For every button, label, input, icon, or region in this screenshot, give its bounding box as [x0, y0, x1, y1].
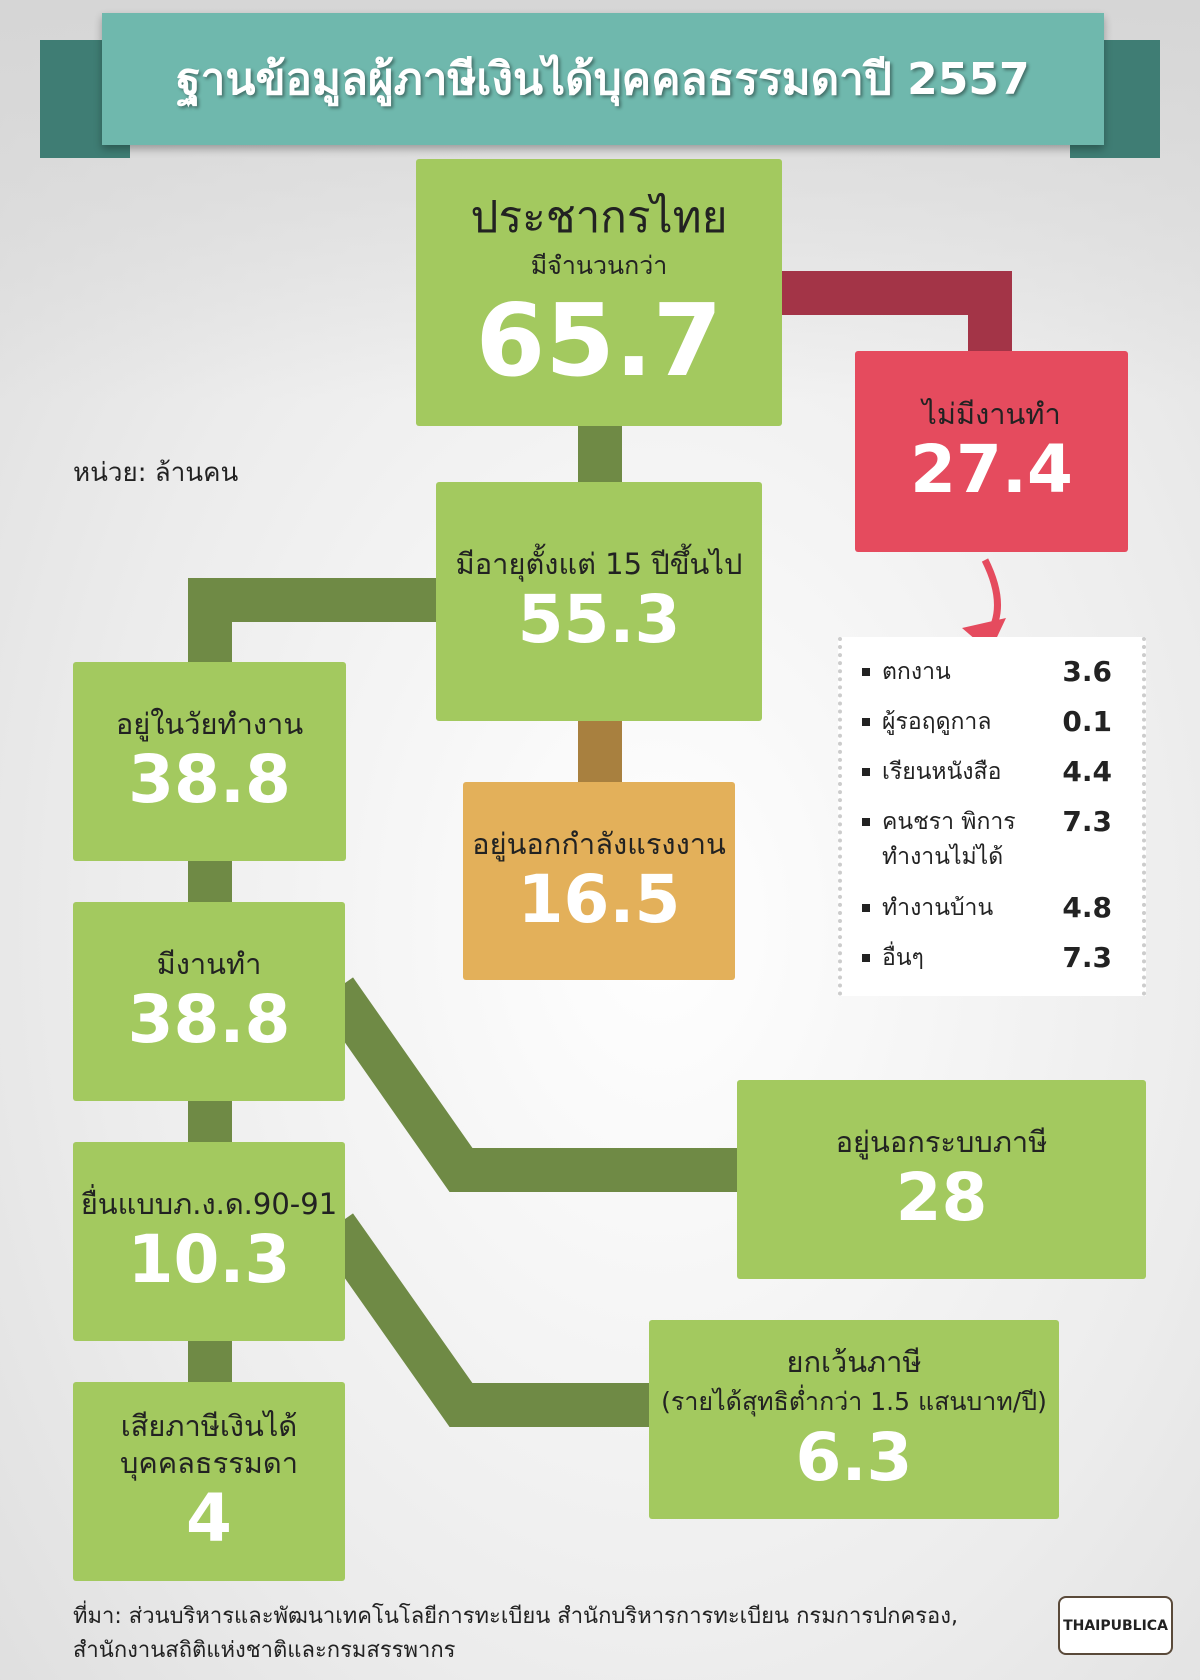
source: ที่มา: ส่วนบริหารและพัฒนาเทคโนโลยีการทะเ… [73, 1604, 958, 1629]
bullet [862, 768, 870, 776]
breakdown-row: อื่นๆ 7.3 [862, 941, 1112, 976]
node-box: ยื่นแบบภ.ง.ด.90-91 10.3 [73, 1142, 345, 1341]
node-box: อยู่นอกกำลังแรงงาน 16.5 [463, 782, 735, 980]
title: ฐานข้อมูลผู้ภาษีเงินได้บุคคลธรรมดาปี 255… [176, 54, 1030, 105]
node-box: ยกเว้นภาษี (รายได้สุทธิต่ำกว่า 1.5 แสนบาท… [649, 1320, 1059, 1519]
breakdown-value: 4.8 [1062, 891, 1112, 924]
breakdown-label: ผู้รอฤดูกาล [882, 709, 992, 735]
breakdown-label: ทำงานบ้าน [882, 895, 994, 921]
arrow-head [962, 618, 1006, 652]
breakdown-row: ผู้รอฤดูกาล 0.1 [862, 705, 1112, 740]
breakdown-label: เรียนหนังสือ [882, 759, 1002, 785]
node-value: 27.4 [910, 431, 1073, 509]
breakdown-row: เรียนหนังสือ 4.4 [862, 755, 1112, 790]
node-label: อยู่ในวัยทำงาน [115, 707, 304, 742]
node-box: ไม่มีงานทำ 27.4 [855, 351, 1128, 552]
bullet [862, 954, 870, 962]
node-box: มีอายุตั้งแต่ 15 ปีขึ้นไป 55.3 [436, 482, 762, 721]
unit-note: หน่วย: ล้านคน [73, 458, 239, 488]
breakdown-box: ตกงาน 3.6 ผู้รอฤดูกาล 0.1 เรียนหนังสือ 4.4 คนช… [838, 637, 1146, 996]
node-box: อยู่นอกระบบภาษี 28 [737, 1080, 1146, 1279]
node-label: ยกเว้นภาษี [786, 1345, 922, 1380]
node-value: 38.8 [127, 981, 291, 1059]
node-label: ยื่นแบบภ.ง.ด.90-91 [80, 1187, 338, 1222]
breakdown-row: ทำงานบ้าน 4.8 [862, 891, 1112, 926]
logo: THAIPUBLICA [1058, 1596, 1173, 1655]
node-label: อยู่นอกกำลังแรงงาน [472, 826, 726, 861]
title-banner: ฐานข้อมูลผู้ภาษีเงินได้บุคคลธรรมดาปี 255… [102, 13, 1104, 145]
connector [188, 578, 436, 662]
node-label: เสียภาษีเงินได้ บุคคลธรรมดา [119, 1408, 299, 1481]
breakdown-label: อื่นๆ [882, 945, 924, 971]
node-box: มีงานทำ 38.8 [73, 902, 345, 1101]
node-value: 38.8 [128, 741, 291, 819]
node-value: 6.3 [795, 1419, 913, 1497]
node-box: เสียภาษีเงินได้ บุคคลธรรมดา 4 [73, 1382, 345, 1581]
connector [317, 1213, 649, 1427]
breakdown-value: 7.3 [1062, 941, 1112, 974]
node-label: มีอายุตั้งแต่ 15 ปีขึ้นไป [455, 547, 743, 582]
breakdown-row: ตกงาน 3.6 [862, 655, 1112, 690]
bullet [862, 718, 870, 726]
node-label: ไม่มีงานทำ [922, 397, 1061, 432]
node-value: 65.7 [475, 282, 723, 400]
node-sublabel: (รายได้สุทธิต่ำกว่า 1.5 แสนบาท/ปี) [661, 1387, 1047, 1417]
bullet [862, 668, 870, 676]
node-value: 16.5 [517, 860, 681, 938]
node-sublabel: มีจำนวนกว่า [530, 251, 668, 281]
breakdown-value: 4.4 [1062, 755, 1112, 788]
breakdown-row: คนชรา พิการ ทำงานไม่ได้ 7.3 [862, 805, 1112, 874]
node-value: 28 [895, 1159, 988, 1237]
breakdown-label: ตกงาน [882, 659, 951, 685]
bullet [862, 818, 870, 826]
node-label: มีงานทำ [156, 947, 262, 982]
bullet [862, 904, 870, 912]
connector [316, 977, 737, 1192]
breakdown-value: 0.1 [1062, 705, 1112, 738]
breakdown-label: คนชรา พิการ ทำงานไม่ได้ [882, 809, 1016, 870]
node-label: อยู่นอกระบบภาษี [835, 1125, 1048, 1160]
node-value: 4 [186, 1479, 232, 1557]
connector [782, 271, 1012, 351]
breakdown-value: 7.3 [1062, 805, 1112, 838]
node-box: ประชากรไทยมีจำนวนกว่า 65.7 [416, 159, 782, 426]
source: สำนักงานสถิติแห่งชาติและกรมสรรพากร [73, 1638, 456, 1663]
node-label: ประชากรไทย [470, 191, 728, 243]
node-value: 10.3 [127, 1221, 291, 1299]
breakdown-value: 3.6 [1062, 655, 1112, 688]
node-box: อยู่ในวัยทำงาน 38.8 [73, 662, 346, 861]
node-value: 55.3 [517, 581, 681, 659]
